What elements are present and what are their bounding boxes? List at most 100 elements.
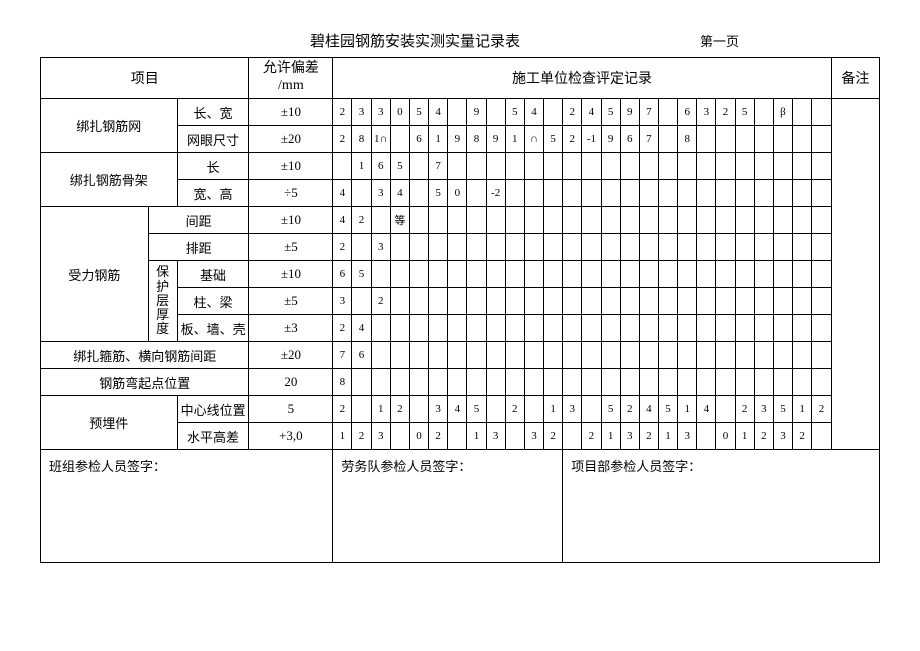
data-cell bbox=[486, 315, 505, 342]
data-cell: 2 bbox=[716, 99, 735, 126]
data-cell: 1 bbox=[352, 153, 371, 180]
data-cell bbox=[773, 261, 792, 288]
data-cell bbox=[352, 369, 371, 396]
data-cell bbox=[697, 315, 716, 342]
data-cell bbox=[620, 234, 639, 261]
data-cell: 8 bbox=[352, 126, 371, 153]
row-label: 绑扎箍筋、横向钢筋间距 bbox=[41, 342, 249, 369]
data-cell bbox=[678, 288, 697, 315]
data-cell: 0 bbox=[448, 180, 467, 207]
data-cell bbox=[524, 396, 543, 423]
data-cell bbox=[754, 234, 773, 261]
tolerance-cell: ±10 bbox=[249, 261, 333, 288]
sub-label: 中心线位置 bbox=[177, 396, 249, 423]
data-cell bbox=[563, 207, 582, 234]
data-cell bbox=[716, 261, 735, 288]
sub-label: 基础 bbox=[177, 261, 249, 288]
data-cell bbox=[371, 369, 390, 396]
data-cell: 2 bbox=[582, 423, 601, 450]
data-cell bbox=[486, 207, 505, 234]
data-cell: 2 bbox=[505, 396, 524, 423]
data-cell: 9 bbox=[620, 99, 639, 126]
data-cell: 1∩ bbox=[371, 126, 390, 153]
data-cell bbox=[544, 315, 563, 342]
data-cell bbox=[658, 153, 677, 180]
sub-label: 长、宽 bbox=[177, 99, 249, 126]
data-cell bbox=[582, 369, 601, 396]
data-cell: 4 bbox=[352, 315, 371, 342]
data-cell bbox=[812, 99, 832, 126]
data-cell: 5 bbox=[429, 180, 448, 207]
data-cell: 2 bbox=[754, 423, 773, 450]
data-cell bbox=[773, 234, 792, 261]
data-cell bbox=[544, 99, 563, 126]
data-cell bbox=[448, 315, 467, 342]
data-cell bbox=[812, 153, 832, 180]
data-cell: 3 bbox=[352, 99, 371, 126]
group-label: 绑扎钢筋骨架 bbox=[41, 153, 178, 207]
data-cell: 2 bbox=[333, 99, 352, 126]
data-cell: 1 bbox=[467, 423, 486, 450]
data-cell: 9 bbox=[467, 99, 486, 126]
data-cell bbox=[448, 261, 467, 288]
data-cell: 1 bbox=[678, 396, 697, 423]
data-cell: 2 bbox=[333, 126, 352, 153]
data-cell bbox=[390, 369, 409, 396]
data-cell bbox=[429, 315, 448, 342]
data-cell bbox=[620, 315, 639, 342]
data-cell: 2 bbox=[544, 423, 563, 450]
data-cell bbox=[563, 180, 582, 207]
data-cell: 1 bbox=[429, 126, 448, 153]
data-cell: 2 bbox=[793, 423, 812, 450]
data-cell: 9 bbox=[486, 126, 505, 153]
data-cell bbox=[448, 423, 467, 450]
data-cell: 6 bbox=[352, 342, 371, 369]
data-cell bbox=[429, 288, 448, 315]
data-cell bbox=[505, 288, 524, 315]
data-cell bbox=[716, 207, 735, 234]
data-cell bbox=[409, 369, 428, 396]
data-cell bbox=[582, 207, 601, 234]
data-cell bbox=[793, 261, 812, 288]
data-cell: 1 bbox=[333, 423, 352, 450]
data-cell bbox=[793, 153, 812, 180]
data-cell: 3 bbox=[371, 423, 390, 450]
data-cell bbox=[793, 234, 812, 261]
data-cell bbox=[582, 342, 601, 369]
data-cell bbox=[467, 234, 486, 261]
data-cell: 4 bbox=[390, 180, 409, 207]
data-cell bbox=[486, 99, 505, 126]
data-cell: 5 bbox=[735, 99, 754, 126]
data-cell: 5 bbox=[352, 261, 371, 288]
data-cell bbox=[601, 207, 620, 234]
data-cell bbox=[793, 288, 812, 315]
data-cell bbox=[639, 261, 658, 288]
data-cell bbox=[544, 342, 563, 369]
data-cell bbox=[524, 315, 543, 342]
data-cell bbox=[793, 99, 812, 126]
data-cell: 1 bbox=[793, 396, 812, 423]
data-cell bbox=[429, 369, 448, 396]
data-cell bbox=[793, 315, 812, 342]
data-cell bbox=[486, 153, 505, 180]
data-cell: 3 bbox=[697, 99, 716, 126]
data-cell bbox=[429, 234, 448, 261]
data-cell: 4 bbox=[429, 99, 448, 126]
tolerance-cell: ±20 bbox=[249, 126, 333, 153]
group-label: 预埋件 bbox=[41, 396, 178, 450]
data-cell bbox=[678, 180, 697, 207]
data-cell bbox=[697, 342, 716, 369]
data-cell bbox=[658, 126, 677, 153]
tolerance-cell: 5 bbox=[249, 396, 333, 423]
data-cell bbox=[620, 342, 639, 369]
data-cell bbox=[716, 126, 735, 153]
data-cell bbox=[658, 342, 677, 369]
data-cell: 2 bbox=[563, 126, 582, 153]
data-cell bbox=[812, 180, 832, 207]
data-cell bbox=[754, 342, 773, 369]
data-cell: 2 bbox=[352, 423, 371, 450]
data-cell bbox=[371, 207, 390, 234]
data-cell bbox=[658, 234, 677, 261]
data-cell: 2 bbox=[639, 423, 658, 450]
data-cell bbox=[544, 369, 563, 396]
